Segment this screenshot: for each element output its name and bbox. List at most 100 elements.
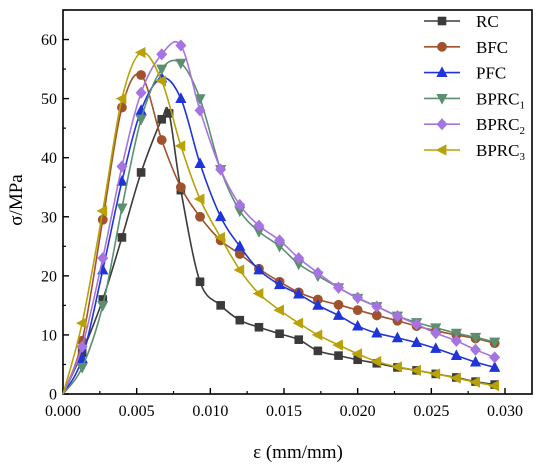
data-point-bprc2 [391,309,403,323]
data-point-bprc2 [450,334,462,347]
legend-marker-bprc3 [435,144,447,156]
x-tick-label: 0.025 [413,403,449,420]
x-tick-label: 0.015 [266,403,302,420]
data-point-pfc [293,287,305,299]
data-point-bprc3 [273,304,284,316]
x-tick-label: 0.010 [192,403,228,420]
legend-label-rc: RC [476,12,499,31]
data-point-rc [235,315,245,325]
data-point-bprc3 [410,364,422,376]
y-tick-label: 40 [41,150,57,167]
data-point-pfc [489,361,501,372]
data-point-bprc2 [274,234,286,247]
data-point-pfc [253,263,265,275]
data-point-bfc [175,182,186,193]
legend-marker-bprc2 [436,118,448,131]
data-point-bprc2 [411,318,423,331]
legend-label-bprc2: BPRC2 [476,115,525,137]
x-tick-label: 0.030 [487,403,523,420]
data-point-bprc3 [115,93,127,105]
data-point-bprc3 [311,329,323,341]
x-axis-title: ε (mm/mm) [253,442,343,463]
series-bfc [62,70,500,395]
data-point-rc [294,335,304,344]
data-point-bprc1 [156,64,168,76]
data-point-rc [136,168,146,177]
data-point-pfc [352,319,364,331]
data-point-bprc2 [116,160,128,173]
data-point-bprc2 [97,252,109,265]
data-point-bprc3 [292,317,304,329]
data-point-pfc [430,342,442,353]
data-point-pfc [273,278,286,290]
data-point-bprc3 [174,140,186,152]
legend-label-text: BFC [476,38,508,57]
data-point-bprc3 [252,287,264,300]
data-point-bprc2 [253,219,265,232]
data-point-pfc [194,157,206,168]
data-point-bprc2 [333,281,345,294]
y-tick-label: 20 [41,268,57,285]
legend-label-text: BPRC [476,141,519,160]
data-point-bprc1 [76,363,88,374]
data-point-bprc3 [469,376,480,388]
legend-item-bfc: BFC [424,38,508,57]
data-point-pfc [391,331,404,343]
x-tick-label: 0.000 [45,403,81,420]
data-point-bprc2 [352,291,364,304]
data-point-bprc3 [391,361,402,373]
legend-label-subscript: 3 [519,151,525,163]
data-point-bprc2 [194,104,206,117]
series-bprc2 [62,39,501,395]
data-point-bprc2 [293,252,305,265]
data-point-bfc [156,135,167,145]
data-point-bprc3 [233,264,245,276]
data-point-bprc3 [134,46,146,59]
y-axis-title: σ/MPa [6,174,27,226]
data-point-bprc3 [332,339,343,351]
data-point-bprc1 [450,328,462,340]
data-point-bprc2 [76,340,88,353]
data-point-bprc3 [429,368,441,380]
legend-label-bprc3: BPRC3 [476,141,525,163]
data-point-pfc [175,92,187,104]
y-tick-label: 0 [49,387,57,404]
data-point-pfc [450,349,462,361]
data-point-pfc [469,355,482,367]
data-point-bfc [333,299,344,310]
data-point-rc [216,301,225,310]
data-point-rc [117,233,127,242]
legend-item-rc: RC [424,12,499,31]
data-point-bprc2 [215,163,227,176]
data-point-bprc2 [135,86,147,99]
legend-label-text: BPRC [476,89,519,108]
data-point-bprc3 [155,75,167,87]
data-point-rc [157,114,167,124]
y-tick-label: 30 [41,209,57,226]
data-point-bprc3 [75,317,87,329]
y-tick-label: 50 [41,91,57,108]
plot-series [62,39,501,395]
data-point-bprc1 [97,300,109,312]
data-point-bprc2 [175,39,187,52]
data-point-bprc1 [135,114,147,126]
data-point-rc [164,109,174,118]
axes: 0.000 0.005 0.010 0.015 0.020 0.025 0.030 0 10 20… [41,9,533,420]
legend-label-subscript: 1 [519,99,525,111]
data-point-bprc2 [312,266,324,279]
data-point-bprc3 [488,380,500,392]
legend-label-text: BPRC [476,115,519,134]
data-point-pfc [371,326,383,338]
legend-item-bprc1: BPRC1 [424,89,525,111]
data-point-bfc [352,305,363,316]
data-point-bprc2 [489,351,501,364]
legend-label-text: PFC [476,64,506,83]
data-point-bprc3 [450,372,461,384]
data-point-bprc2 [234,198,246,211]
data-point-bprc3 [370,355,382,368]
data-point-rc [313,346,323,356]
series-bprc1 [62,58,501,395]
data-point-bprc3 [193,193,205,205]
